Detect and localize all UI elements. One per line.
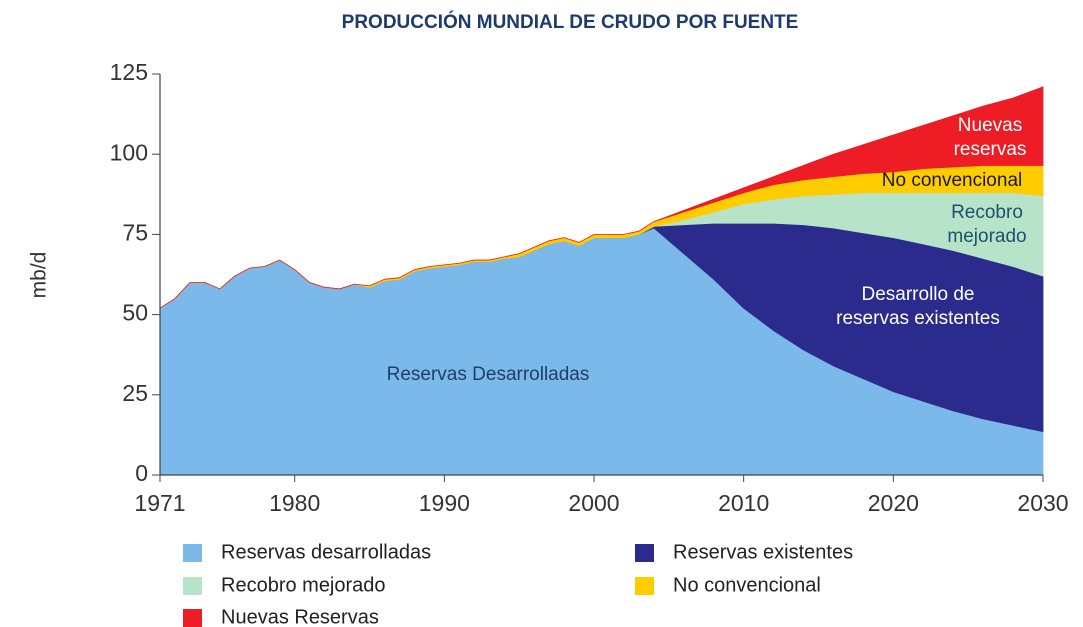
legend-swatch: [183, 577, 202, 595]
legend-swatch: [183, 609, 202, 627]
legend-label: Reservas existentes: [673, 541, 853, 563]
x-tick-label: 1980: [269, 490, 320, 516]
annotation: reservas: [954, 139, 1027, 160]
legend-label: Nuevas Reservas: [221, 606, 379, 627]
y-axis-label: mb/d: [28, 252, 51, 299]
legend-label: Reservas desarrolladas: [221, 541, 431, 563]
annotation: Reservas Desarrolladas: [387, 364, 590, 385]
y-tick-label: 75: [122, 219, 148, 245]
x-tick-label: 2030: [1017, 490, 1068, 516]
annotation: Nuevas: [958, 115, 1022, 136]
y-tick-label: 125: [110, 59, 148, 85]
x-tick-label: 1990: [419, 490, 470, 516]
legend-label: No convencional: [673, 574, 821, 596]
x-tick-label: 2010: [718, 490, 769, 516]
annotation: No convencional: [882, 170, 1022, 191]
y-tick-label: 50: [122, 300, 148, 326]
chart-title: PRODUCCIÓN MUNDIAL DE CRUDO POR FUENTE: [342, 11, 799, 33]
x-tick-label: 2020: [868, 490, 919, 516]
y-tick-label: 0: [135, 460, 148, 486]
legend-swatch: [635, 577, 654, 595]
annotation: reservas existentes: [836, 308, 1000, 329]
annotation: Recobro: [951, 202, 1023, 223]
annotation: mejorado: [947, 226, 1026, 247]
area: [159, 86, 1044, 309]
legend-swatch: [635, 544, 654, 562]
y-tick-label: 100: [110, 139, 148, 165]
annotation: Desarrollo de: [862, 284, 975, 305]
legend-label: Recobro mejorado: [221, 574, 386, 596]
x-tick-label: 2000: [568, 490, 619, 516]
x-tick-label: 1971: [134, 490, 185, 516]
y-tick-label: 25: [122, 380, 148, 406]
legend-swatch: [183, 544, 202, 562]
